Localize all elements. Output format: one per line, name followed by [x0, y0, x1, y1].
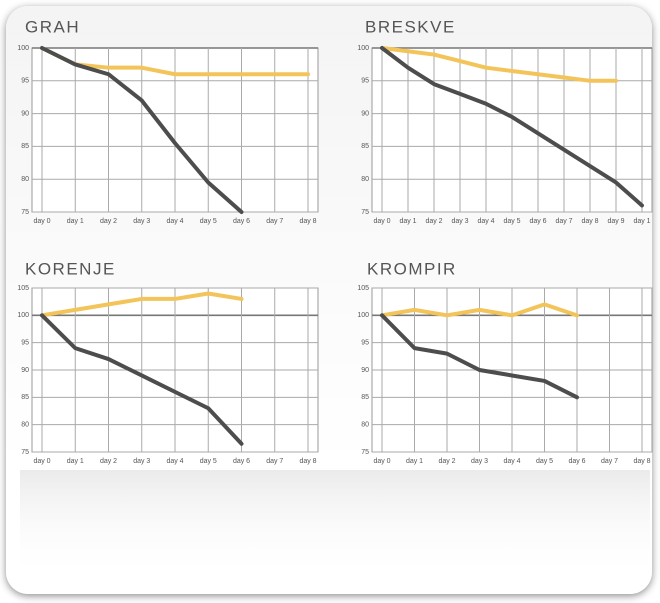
x-tick-label: day 4 [477, 218, 494, 225]
y-tick-label: 100 [17, 45, 29, 52]
y-tick-label: 80 [21, 176, 29, 183]
x-tick-label: day 1 [633, 218, 650, 225]
y-tick-label: 80 [361, 422, 369, 429]
y-tick-label: 80 [361, 176, 369, 183]
x-tick-label: day 6 [529, 218, 546, 225]
y-tick-label: 105 [17, 285, 29, 292]
x-tick-label: day 4 [503, 458, 520, 465]
y-tick-label: 90 [361, 367, 369, 374]
data-line [40, 291, 244, 318]
x-tick-label: day 8 [299, 458, 316, 465]
chart-title: BRESKVE [365, 17, 456, 36]
chart-title: KROMPIR [367, 259, 457, 278]
x-tick-label: day 8 [299, 218, 316, 225]
x-tick-label: day 7 [266, 458, 283, 465]
data-line [380, 46, 618, 83]
y-tick-label: 100 [17, 312, 29, 319]
data-line [40, 46, 244, 214]
x-tick-label: day 5 [200, 458, 217, 465]
x-tick-label: day 2 [100, 458, 117, 465]
x-tick-label: day 0 [33, 218, 50, 225]
x-tick-label: day 6 [568, 458, 585, 465]
x-tick-label: day 7 [555, 218, 572, 225]
y-tick-label: 100 [357, 45, 369, 52]
x-tick-label: day 8 [581, 218, 598, 225]
data-line [40, 313, 244, 446]
y-tick-label: 95 [361, 78, 369, 85]
x-tick-label: day 3 [471, 458, 488, 465]
y-tick-label: 90 [21, 367, 29, 374]
x-tick-label: day 4 [166, 218, 183, 225]
x-tick-label: day 7 [601, 458, 618, 465]
x-tick-label: day 1 [406, 458, 423, 465]
y-tick-label: 75 [21, 209, 29, 216]
data-line [380, 46, 644, 208]
y-tick-label: 100 [357, 312, 369, 319]
reflection [20, 470, 650, 580]
y-tick-label: 75 [21, 449, 29, 456]
x-tick-label: day 5 [536, 458, 553, 465]
x-tick-label: day 8 [633, 458, 650, 465]
y-tick-label: 85 [21, 394, 29, 401]
x-tick-label: day 3 [133, 458, 150, 465]
y-tick-label: 75 [361, 449, 369, 456]
y-tick-label: 105 [357, 285, 369, 292]
y-tick-label: 95 [361, 340, 369, 347]
y-tick-label: 85 [361, 143, 369, 150]
data-line [380, 302, 579, 318]
y-tick-label: 80 [21, 422, 29, 429]
x-tick-label: day 4 [166, 458, 183, 465]
x-tick-label: day 2 [100, 218, 117, 225]
x-tick-label: day 6 [233, 458, 250, 465]
y-tick-label: 95 [21, 78, 29, 85]
y-tick-label: 90 [21, 110, 29, 117]
x-tick-label: day 3 [133, 218, 150, 225]
y-tick-label: 75 [361, 209, 369, 216]
x-tick-label: day 2 [425, 218, 442, 225]
x-tick-label: day 1 [67, 218, 84, 225]
x-tick-label: day 1 [399, 218, 416, 225]
x-tick-label: day 0 [33, 458, 50, 465]
data-line [380, 313, 579, 400]
x-tick-label: day 5 [200, 218, 217, 225]
y-tick-label: 95 [21, 340, 29, 347]
x-tick-label: day 5 [503, 218, 520, 225]
x-tick-label: day 3 [451, 218, 468, 225]
y-tick-label: 90 [361, 110, 369, 117]
x-tick-label: day 2 [438, 458, 455, 465]
x-tick-label: day 1 [67, 458, 84, 465]
x-tick-label: day 9 [607, 218, 624, 225]
x-tick-label: day 7 [266, 218, 283, 225]
x-tick-label: day 0 [373, 218, 390, 225]
y-tick-label: 85 [21, 143, 29, 150]
chart-title: GRAH [25, 17, 80, 36]
y-tick-label: 85 [361, 394, 369, 401]
chart-title: KORENJE [25, 259, 116, 278]
x-tick-label: day 0 [373, 458, 390, 465]
x-tick-label: day 6 [233, 218, 250, 225]
data-line [40, 46, 310, 77]
